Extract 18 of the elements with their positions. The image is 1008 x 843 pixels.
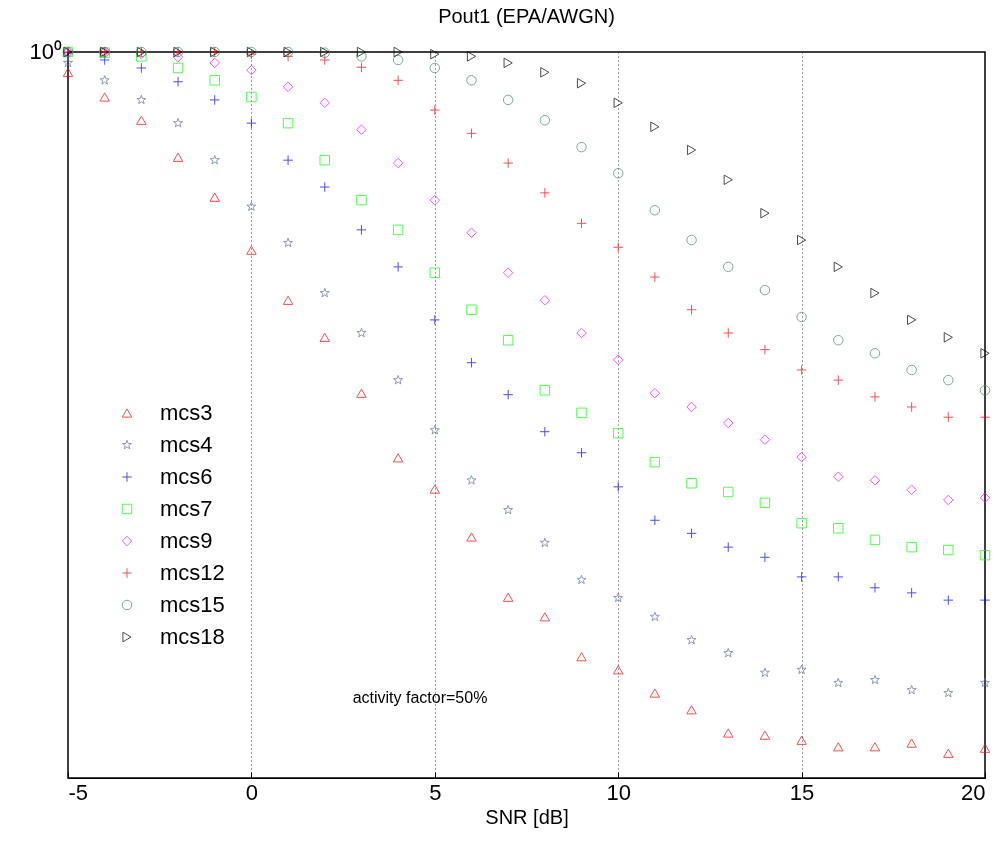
legend-label: mcs3 <box>160 400 213 425</box>
text: 10⁰ <box>29 39 62 64</box>
x-tick-label: -5 <box>68 779 89 805</box>
x-axis-title: SNR [dB] <box>485 805 569 828</box>
legend-label: mcs6 <box>160 464 213 489</box>
legend-label: mcs18 <box>160 624 225 649</box>
x-tick-label: 15 <box>789 779 815 805</box>
legend-label: mcs9 <box>160 528 213 553</box>
legend-label: mcs12 <box>160 560 225 585</box>
legend-label: mcs15 <box>160 592 225 617</box>
x-tick-label: 5 <box>429 779 442 805</box>
legend-label: mcs7 <box>160 496 213 521</box>
x-tick-label: 0 <box>245 779 259 805</box>
x-tick-label: 20 <box>961 779 986 805</box>
chart-title: Pout1 (EPA/AWGN) <box>438 5 615 27</box>
annotation: activity factor=50% <box>352 689 488 706</box>
legend-label: mcs4 <box>160 432 213 457</box>
x-tick-label: 10 <box>606 779 631 805</box>
